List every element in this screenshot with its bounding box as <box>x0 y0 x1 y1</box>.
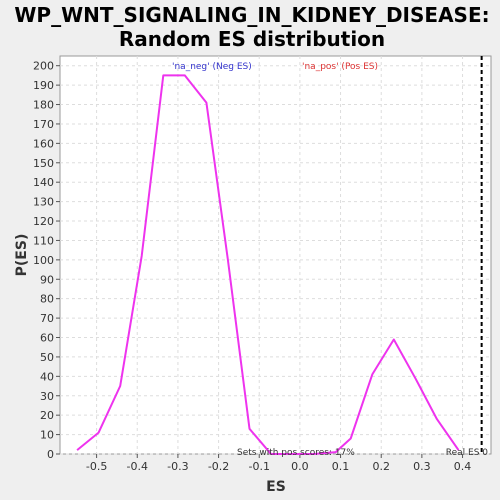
y-axis-ticks: 0 10 20 30 40 50 60 70 80 90 100 110 120 130 140 150 160… <box>33 60 60 461</box>
x-tick-label: 0.3 <box>413 460 431 473</box>
y-tick-label: 10 <box>40 429 54 442</box>
chart-title: WP_WNT_SIGNALING_IN_KIDNEY_DISEASE: <box>14 3 489 27</box>
y-tick-label: 80 <box>40 293 54 306</box>
series-lines <box>76 74 460 455</box>
y-tick-label: 200 <box>33 60 54 73</box>
x-tick-label: -0.5 <box>86 460 107 473</box>
y-tick-label: 100 <box>33 254 54 267</box>
y-tick-label: 90 <box>40 273 54 286</box>
x-axis-label: ES <box>266 479 286 495</box>
plot-area <box>59 55 492 455</box>
x-tick-label: 0.2 <box>372 460 390 473</box>
y-tick-label: 130 <box>33 196 54 209</box>
y-tick-label: 0 <box>47 448 54 461</box>
y-tick-label: 150 <box>33 157 54 170</box>
y-tick-label: 110 <box>33 234 54 247</box>
y-tick-label: 70 <box>40 312 54 325</box>
y-tick-label: 160 <box>33 137 54 150</box>
y-tick-label: 170 <box>33 118 54 131</box>
annotation-pos-es: 'na_pos' (Pos ES) <box>302 62 378 72</box>
x-tick-label: -0.1 <box>249 460 270 473</box>
y-tick-label: 180 <box>33 99 54 112</box>
annotation-neg-es: 'na_neg' (Neg ES) <box>172 62 252 72</box>
x-tick-label: -0.2 <box>208 460 229 473</box>
x-tick-label: 0.0 <box>291 460 309 473</box>
y-tick-label: 40 <box>40 370 54 383</box>
x-tick-label: -0.3 <box>167 460 188 473</box>
y-tick-label: 140 <box>33 176 54 189</box>
x-axis-ticks: -0.5 -0.4 -0.3 -0.2 -0.1 0.0 0.1 0.2 0.3 0.4 <box>86 454 471 473</box>
x-tick-label: 0.4 <box>454 460 472 473</box>
y-tick-label: 190 <box>33 79 54 92</box>
x-tick-label: 0.1 <box>332 460 350 473</box>
series-line <box>76 74 460 455</box>
y-tick-label: 20 <box>40 409 54 422</box>
chart-subtitle: Random ES distribution <box>119 27 385 51</box>
y-axis-label: P(ES) <box>14 234 30 277</box>
y-tick-label: 30 <box>40 390 54 403</box>
y-tick-label: 50 <box>40 351 54 364</box>
real-es-label: Real ES 0 <box>446 448 489 458</box>
annotation-pos-scores: Sets with pos scores: 17% <box>237 448 355 458</box>
grid <box>60 56 491 455</box>
x-tick-label: -0.4 <box>127 460 148 473</box>
y-tick-label: 120 <box>33 215 54 228</box>
y-tick-label: 60 <box>40 332 54 345</box>
